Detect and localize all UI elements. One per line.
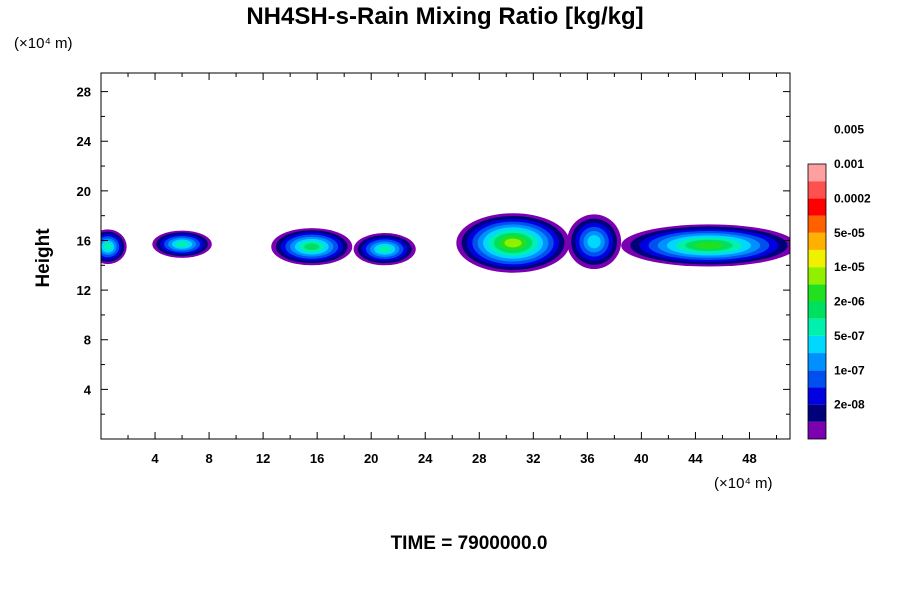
x-tick-label: 24 — [418, 451, 433, 466]
x-tick-label: 32 — [526, 451, 540, 466]
y-axis-label: Height — [33, 228, 54, 288]
colorbar-swatch — [808, 181, 826, 199]
x-tick-label: 20 — [364, 451, 378, 466]
cloud-cell — [621, 224, 790, 267]
colorbar-swatch — [808, 335, 826, 354]
x-tick-label: 36 — [580, 451, 594, 466]
colorbar-frame — [807, 163, 827, 440]
contour-level — [587, 235, 601, 249]
colorbar-swatch — [808, 232, 826, 250]
plot-frame — [100, 72, 791, 440]
x-tick-label: 16 — [310, 451, 324, 466]
colorbar-swatch — [808, 164, 826, 182]
cloud-cell — [271, 228, 353, 266]
x-tick-label: 44 — [688, 451, 703, 466]
cloud-cell — [456, 213, 570, 273]
x-axis-unit: (×10⁴ m) — [714, 475, 773, 492]
y-tick-label: 12 — [77, 283, 91, 298]
colorbar-label: 0.005 — [834, 123, 864, 137]
colorbar-label: 2e-06 — [834, 295, 865, 309]
cloud-cell — [353, 233, 416, 266]
x-tick-label: 4 — [151, 451, 159, 466]
colorbar-swatch — [808, 249, 826, 268]
y-axis-unit: (×10⁴ m) — [14, 35, 73, 52]
chart-title: NH4SH-s-Rain Mixing Ratio [kg/kg] — [246, 3, 643, 30]
y-tick-label: 4 — [84, 382, 92, 397]
x-tick-label: 12 — [256, 451, 270, 466]
cloud-cell — [567, 214, 622, 270]
colorbar-swatch — [808, 318, 826, 336]
y-tick-label: 24 — [77, 134, 92, 149]
colorbar-swatch — [808, 370, 826, 388]
time-label: TIME = 7900000.0 — [391, 533, 548, 554]
x-tick-label: 8 — [205, 451, 212, 466]
contour-level — [378, 245, 392, 253]
contour-level — [504, 238, 522, 248]
x-tick-label: 28 — [472, 451, 486, 466]
colorbar-label: 1e-05 — [834, 260, 865, 274]
y-tick-label: 20 — [77, 184, 91, 199]
y-tick-label: 8 — [84, 333, 91, 348]
colorbar-swatch — [808, 198, 826, 216]
y-tick-label: 16 — [77, 233, 91, 248]
x-tick-label: 48 — [742, 451, 756, 466]
colorbar-swatch — [808, 267, 826, 285]
colorbar-swatch — [808, 284, 826, 302]
colorbar-label: 0.001 — [834, 157, 864, 171]
y-tick-label: 28 — [77, 85, 91, 100]
colorbar-label: 2e-08 — [834, 398, 865, 412]
contour-level — [103, 243, 112, 251]
cloud-cell — [152, 230, 212, 258]
colorbar-swatch — [808, 301, 826, 319]
contour-level — [304, 243, 320, 251]
colorbar-swatch — [808, 404, 826, 422]
colorbar-label: 5e-05 — [834, 226, 865, 240]
plot-fields — [101, 213, 790, 273]
colorbar-label: 0.0002 — [834, 191, 871, 205]
colorbar: 2e-08 1e-07 5e-07 2e-06 1e-05 5e-05 0.0002 0.00… — [807, 123, 871, 440]
colorbar-swatch — [808, 421, 826, 439]
colorbar-label: 5e-07 — [834, 329, 865, 343]
x-tick-label: 40 — [634, 451, 648, 466]
colorbar-swatch — [808, 387, 826, 405]
colorbar-label: 1e-07 — [834, 363, 865, 377]
contour-level — [175, 241, 189, 248]
colorbar-swatch — [808, 215, 826, 233]
cloud-cell — [101, 229, 127, 265]
colorbar-swatch — [808, 353, 826, 371]
contour-level — [694, 241, 724, 249]
